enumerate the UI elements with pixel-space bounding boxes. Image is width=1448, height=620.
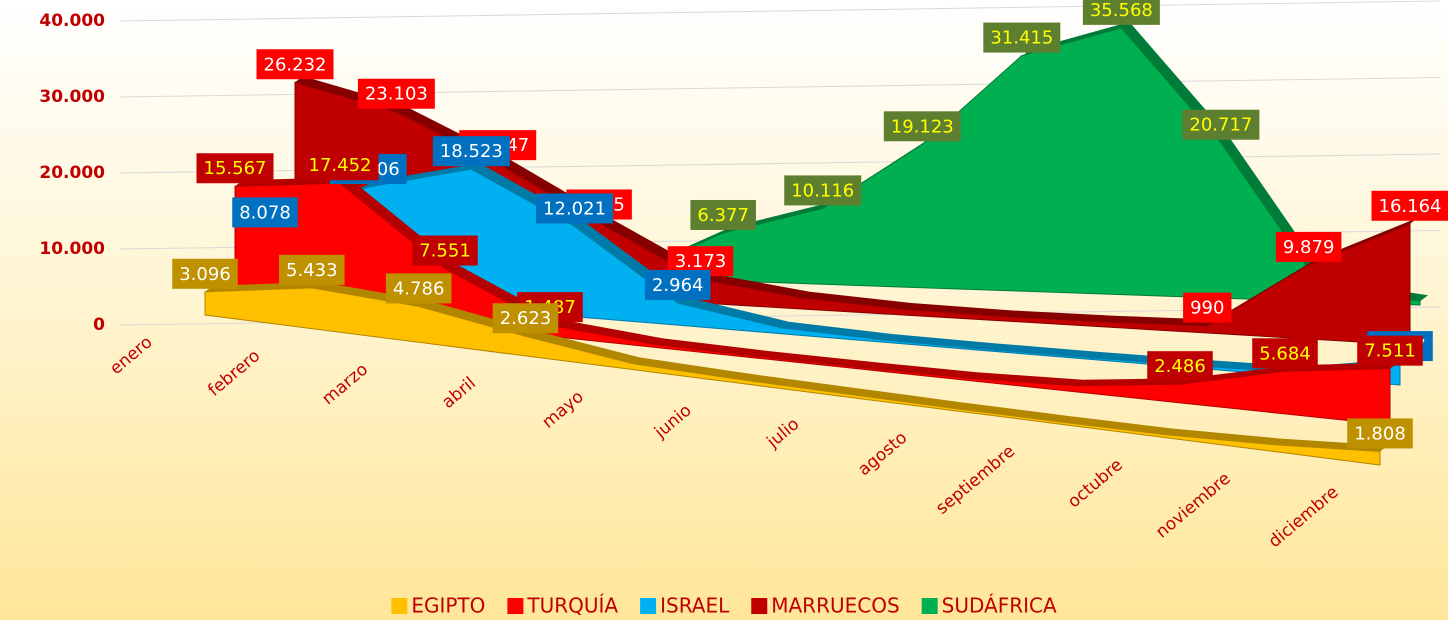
value-label-bg bbox=[883, 111, 961, 142]
y-tick-label: 30.000 bbox=[39, 87, 105, 107]
value-label-bg bbox=[1147, 351, 1213, 382]
value-label-text: 23.103 bbox=[365, 84, 428, 105]
value-label: 12.021 bbox=[536, 193, 614, 224]
value-label: 9.879 bbox=[1275, 231, 1342, 262]
value-label-text: 16.164 bbox=[1379, 196, 1442, 217]
value-label: 5.433 bbox=[279, 254, 345, 285]
value-label-bg bbox=[784, 175, 862, 206]
value-label-text: 7.511 bbox=[1364, 341, 1416, 362]
value-label: 7.511 bbox=[1357, 335, 1423, 366]
value-label-text: 9.879 bbox=[1283, 237, 1335, 258]
legend-swatch bbox=[640, 598, 657, 614]
value-label-bg bbox=[412, 235, 478, 266]
value-label-text: 5.433 bbox=[286, 260, 338, 281]
value-label: 20.717 bbox=[1182, 109, 1260, 140]
value-label: 19.123 bbox=[883, 111, 961, 142]
value-label: 3.096 bbox=[172, 258, 238, 289]
legend-swatch bbox=[391, 598, 408, 614]
value-label: 31.415 bbox=[983, 22, 1061, 53]
value-label-text: 2.623 bbox=[500, 308, 552, 329]
legend-swatch bbox=[507, 598, 524, 614]
value-label-bg bbox=[385, 273, 452, 304]
value-label-bg bbox=[536, 193, 614, 224]
legend-label: TURQUÍA bbox=[526, 594, 618, 618]
value-label-text: 8.078 bbox=[239, 202, 291, 223]
value-label-text: 5.684 bbox=[1259, 343, 1311, 364]
value-label: 18.523 bbox=[432, 136, 510, 167]
value-label-text: 12.021 bbox=[543, 198, 606, 219]
value-label-bg bbox=[1082, 0, 1160, 25]
value-label-text: 6.377 bbox=[697, 205, 749, 226]
value-label-text: 2.486 bbox=[1154, 356, 1206, 377]
value-label-bg bbox=[279, 254, 345, 285]
value-label-text: 990 bbox=[1190, 298, 1224, 319]
value-label: 2.623 bbox=[492, 303, 559, 334]
value-label-bg bbox=[983, 22, 1061, 53]
value-label-bg bbox=[492, 303, 559, 334]
value-label-bg bbox=[1371, 190, 1448, 221]
value-label-bg bbox=[1182, 109, 1260, 140]
legend-swatch bbox=[751, 598, 768, 614]
value-label-bg bbox=[690, 199, 756, 230]
value-label: 16.164 bbox=[1371, 190, 1448, 221]
grid-line bbox=[119, 0, 1441, 22]
value-label: 6.377 bbox=[690, 199, 756, 230]
value-label-bg bbox=[256, 49, 334, 80]
value-label-text: 2.964 bbox=[652, 275, 704, 296]
value-label: 5.684 bbox=[1252, 338, 1318, 369]
y-tick-label: 0 bbox=[93, 315, 105, 335]
value-label-bg bbox=[357, 78, 435, 109]
value-label: 2.486 bbox=[1147, 351, 1213, 382]
value-label-text: 35.568 bbox=[1090, 0, 1153, 21]
value-label-bg bbox=[1275, 231, 1342, 262]
value-label-text: 15.567 bbox=[204, 158, 267, 179]
value-label-text: 3.173 bbox=[675, 251, 727, 272]
value-label-bg bbox=[644, 269, 711, 300]
value-label-text: 20.717 bbox=[1189, 115, 1252, 136]
legend-swatch bbox=[921, 598, 938, 614]
value-label-text: 18.523 bbox=[440, 141, 503, 162]
value-label-bg bbox=[432, 136, 510, 167]
legend-label: SUDÁFRICA bbox=[942, 594, 1057, 618]
legend-label: EGIPTO bbox=[411, 594, 485, 618]
area-depth bbox=[265, 163, 1408, 373]
y-tick-label: 10.000 bbox=[39, 239, 105, 259]
value-label: 23.103 bbox=[357, 78, 435, 109]
value-label-text: 17.452 bbox=[309, 155, 372, 176]
value-label-text: 1.808 bbox=[1354, 423, 1406, 444]
value-label-text: 3.096 bbox=[179, 264, 231, 285]
value-label-bg bbox=[301, 150, 379, 181]
value-label-bg bbox=[1183, 292, 1232, 323]
value-label-bg bbox=[1347, 418, 1413, 449]
value-label: 4.786 bbox=[385, 273, 452, 304]
value-label-bg bbox=[1357, 335, 1423, 366]
value-label: 7.551 bbox=[412, 235, 478, 266]
legend-label: ISRAEL bbox=[660, 594, 730, 618]
value-label: 26.232 bbox=[256, 49, 334, 80]
value-label-text: 10.116 bbox=[791, 180, 854, 201]
y-tick-label: 20.000 bbox=[39, 163, 105, 183]
value-label-bg bbox=[1252, 338, 1318, 369]
legend: EGIPTO TURQUÍA ISRAEL MARRUECOS SUDÁFRICA bbox=[391, 594, 1057, 618]
value-label: 10.116 bbox=[784, 175, 862, 206]
value-label: 1.808 bbox=[1347, 418, 1413, 449]
value-label-text: 4.786 bbox=[393, 278, 445, 299]
value-label: 990 bbox=[1183, 292, 1232, 323]
value-label: 8.078 bbox=[232, 197, 298, 228]
value-label-text: 26.232 bbox=[264, 54, 327, 75]
value-label-text: 31.415 bbox=[990, 28, 1053, 49]
value-label: 35.568 bbox=[1082, 0, 1160, 25]
value-label-bg bbox=[196, 153, 274, 184]
value-label: 2.964 bbox=[644, 269, 711, 300]
legend-label: MARRUECOS bbox=[771, 594, 899, 618]
value-label-text: 19.123 bbox=[891, 116, 954, 137]
value-label: 15.567 bbox=[196, 153, 274, 184]
value-label-bg bbox=[232, 197, 298, 228]
value-label-bg bbox=[172, 258, 238, 289]
y-tick-label: 40.000 bbox=[39, 11, 105, 31]
value-label: 17.452 bbox=[301, 150, 379, 181]
value-label-text: 7.551 bbox=[419, 241, 471, 262]
